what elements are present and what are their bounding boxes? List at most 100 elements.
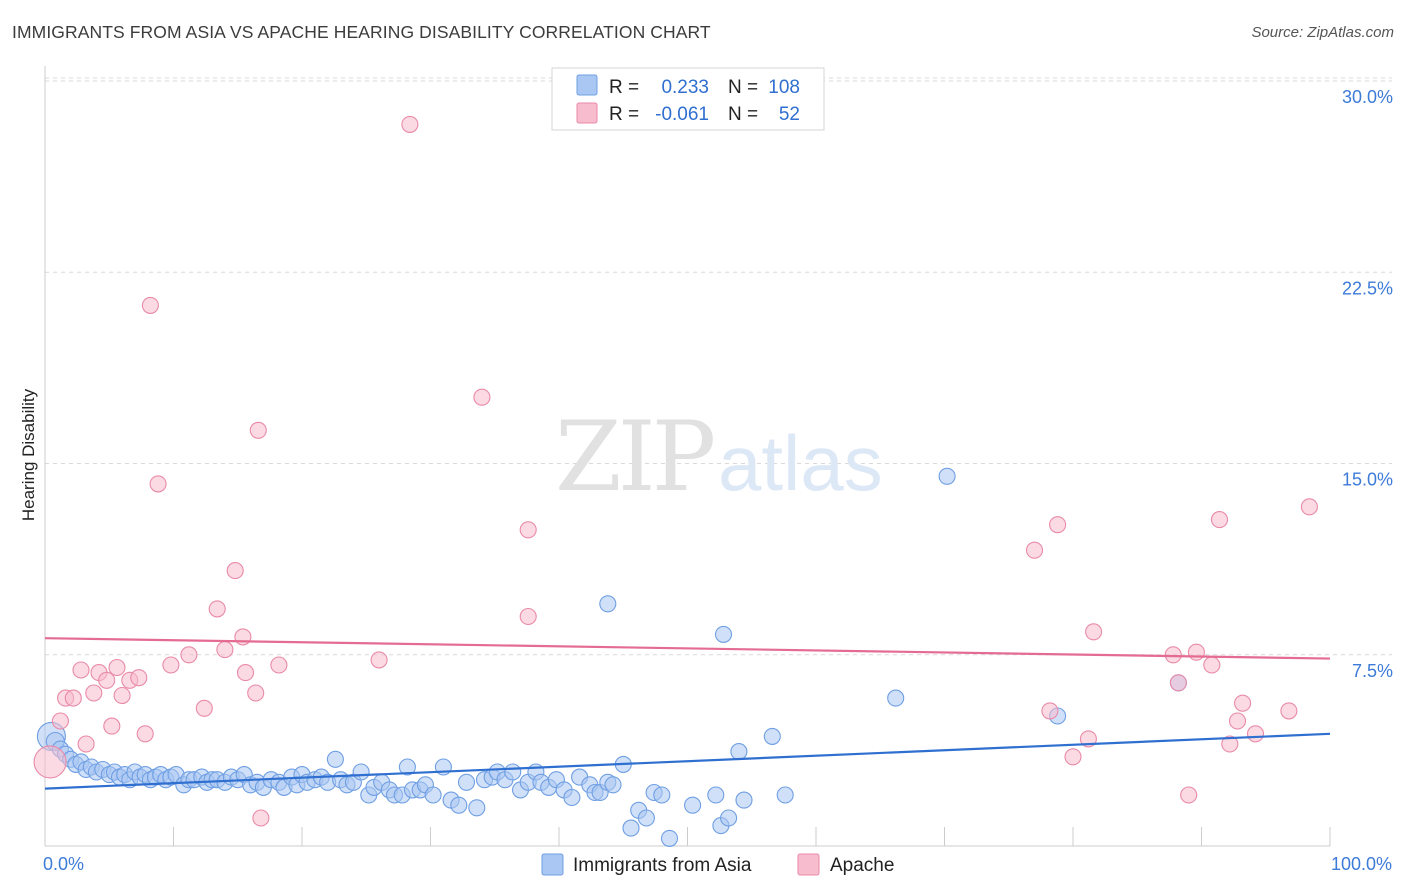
- data-point: [1049, 516, 1067, 534]
- data-point: [252, 809, 270, 827]
- data-point: [77, 735, 95, 753]
- data-point: [208, 600, 226, 618]
- trend-line-immigrants-from-asia: [44, 732, 1331, 790]
- legend-r-value-pink: -0.061: [655, 104, 709, 125]
- data-point: [1210, 511, 1229, 529]
- data-point: [113, 686, 131, 705]
- data-point: [1280, 702, 1298, 720]
- data-point: [1234, 694, 1252, 712]
- y-tick-label-1: 15.0%: [1342, 470, 1393, 490]
- data-point: [1169, 674, 1187, 692]
- data-point: [1246, 725, 1265, 743]
- data-point: [72, 661, 90, 679]
- y-tick-label-0: 7.5%: [1352, 661, 1393, 681]
- data-point: [763, 727, 781, 745]
- data-point: [1025, 541, 1044, 559]
- y-tick-labels: 7.5% 15.0% 22.5% 30.0%: [1342, 87, 1393, 681]
- series-apache: [33, 115, 1318, 827]
- data-point: [735, 791, 753, 809]
- data-point: [504, 763, 522, 781]
- trend-line-apache: [44, 637, 1331, 660]
- data-point: [162, 656, 180, 674]
- data-point: [660, 829, 679, 847]
- legend-n-value-pink: 52: [779, 104, 800, 125]
- data-point: [1180, 786, 1198, 804]
- legend-bottom-swatch-pink: [797, 853, 820, 876]
- data-point: [249, 421, 267, 439]
- data-point: [141, 296, 159, 314]
- data-point: [108, 658, 126, 677]
- legend-n-label-blue: N =: [728, 77, 758, 98]
- data-point: [473, 388, 491, 406]
- data-point: [622, 819, 640, 837]
- data-point: [98, 671, 116, 689]
- data-point: [216, 641, 234, 659]
- data-point: [887, 689, 905, 707]
- data-point: [1300, 498, 1318, 516]
- data-point: [519, 521, 537, 539]
- data-point: [136, 725, 154, 743]
- legend-top: R = 0.233 N = 108 R = -0.061 N = 52: [551, 67, 825, 131]
- data-point: [457, 773, 476, 791]
- y-tick-label-3: 30.0%: [1342, 87, 1393, 107]
- data-point: [33, 745, 67, 779]
- data-point: [938, 467, 956, 485]
- data-point: [563, 788, 581, 807]
- data-point: [424, 786, 442, 804]
- legend-bottom-swatch-blue: [541, 853, 564, 876]
- data-point: [247, 684, 265, 702]
- legend-swatch-pink: [576, 102, 598, 124]
- legend-n-value-blue: 108: [768, 77, 800, 98]
- grid-lines: [45, 77, 1392, 656]
- data-point: [720, 809, 738, 827]
- legend-n-label-pink: N =: [728, 104, 758, 125]
- data-point: [1041, 702, 1059, 720]
- source-label: Source: ZipAtlas.com: [1251, 24, 1394, 41]
- legend-r-label-blue: R =: [609, 77, 639, 98]
- data-point: [226, 562, 244, 580]
- data-point: [149, 475, 167, 493]
- data-point: [730, 743, 748, 761]
- data-point: [236, 664, 255, 682]
- x-tick-max: 100.0%: [1331, 854, 1392, 874]
- chart-title: IMMIGRANTS FROM ASIA VS APACHE HEARING D…: [12, 22, 711, 42]
- data-point: [326, 750, 344, 768]
- data-point: [450, 796, 468, 814]
- data-point: [1064, 748, 1082, 766]
- watermark: ZIP atlas: [555, 401, 883, 513]
- legend-bottom-label-pink: Apache: [830, 855, 894, 876]
- axes: [44, 66, 1331, 847]
- watermark-zip: ZIP: [555, 401, 714, 513]
- data-point: [1221, 735, 1239, 753]
- data-point: [1164, 646, 1182, 664]
- y-tick-label-2: 22.5%: [1342, 278, 1393, 298]
- data-point: [370, 651, 388, 669]
- y-axis-label: Hearing Disability: [19, 388, 38, 521]
- legend-swatch-blue: [576, 74, 598, 96]
- trend-lines: [44, 637, 1331, 790]
- legend-bottom: Immigrants from Asia Apache: [541, 853, 894, 876]
- data-point: [130, 669, 148, 687]
- data-point: [103, 717, 121, 735]
- data-point: [401, 115, 419, 133]
- data-point: [468, 799, 486, 817]
- data-point: [1085, 623, 1103, 641]
- legend-bottom-label-blue: Immigrants from Asia: [573, 855, 752, 876]
- data-point: [519, 607, 537, 626]
- data-point: [180, 646, 198, 664]
- data-point: [85, 684, 103, 702]
- data-point: [398, 758, 416, 776]
- data-point: [51, 712, 69, 730]
- data-point: [684, 796, 702, 814]
- data-point: [1228, 712, 1247, 730]
- data-point: [64, 689, 82, 707]
- data-point: [1187, 643, 1205, 661]
- data-point: [604, 776, 622, 794]
- series-immigrants-from-asia: [36, 467, 1187, 847]
- data-point: [637, 809, 655, 827]
- data-point: [653, 786, 671, 804]
- watermark-atlas: atlas: [718, 419, 883, 507]
- data-point: [776, 786, 794, 804]
- data-point: [352, 763, 370, 781]
